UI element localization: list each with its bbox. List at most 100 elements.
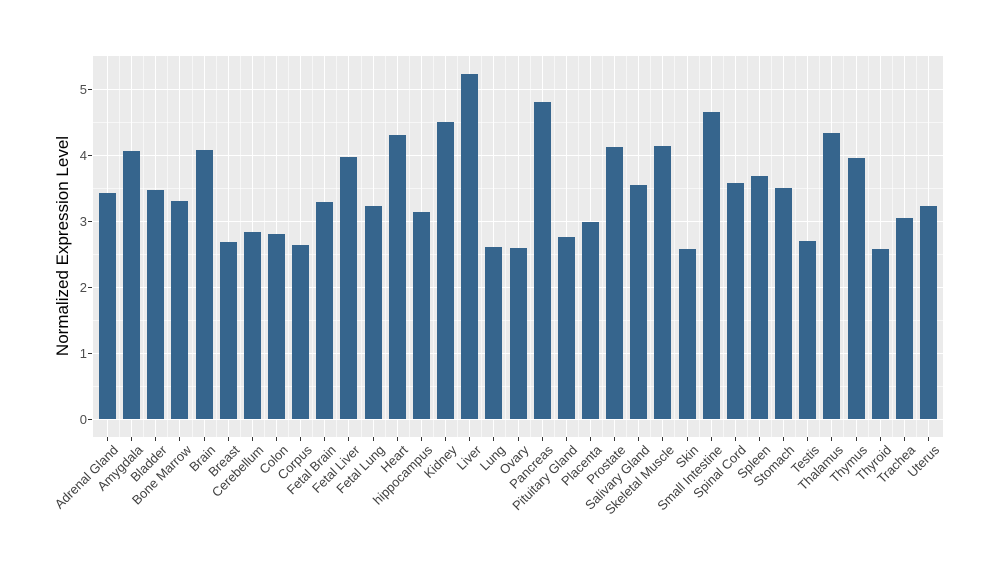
bar-pituitary-gland: [557, 236, 575, 419]
bar-thalamus: [823, 133, 841, 419]
bar-stomach: [775, 188, 793, 419]
y-tick-mark: [88, 353, 92, 354]
x-tick-mark: [614, 437, 616, 441]
gridline-minor-v: [843, 56, 845, 437]
x-tick-mark: [758, 437, 760, 441]
gridline-major-v: [517, 56, 519, 437]
y-axis-title: Normalized Expression Level: [53, 135, 72, 357]
x-tick-mark: [807, 437, 809, 441]
gridline-minor-v: [602, 56, 604, 437]
bar-uterus: [920, 205, 937, 419]
bar-cerebellum: [243, 232, 261, 419]
x-tick-mark: [710, 437, 712, 441]
bar-bladder: [147, 189, 165, 419]
x-tick-mark: [324, 437, 326, 441]
gridline-minor-v: [867, 56, 869, 437]
y-tick-label: 2: [79, 280, 87, 295]
gridline-minor-v: [336, 56, 338, 437]
bar-spinal-cord: [726, 182, 744, 419]
bar-placenta: [581, 222, 599, 419]
y-tick-mark: [88, 89, 92, 90]
x-tick-mark: [638, 437, 640, 441]
y-tick-label: 5: [79, 82, 87, 97]
plot-panel: [93, 56, 943, 437]
bar-heart: [388, 134, 406, 419]
bar-breast: [219, 242, 237, 419]
bar-corpus: [292, 245, 310, 419]
bar-thyroid: [871, 249, 889, 419]
bar-hippocampus: [412, 211, 430, 419]
x-tick-mark: [251, 437, 253, 441]
bar-thymus: [847, 157, 865, 419]
x-tick-label-liver: Liver: [453, 442, 484, 473]
gridline-minor-v: [722, 56, 724, 437]
x-tick-mark: [396, 437, 398, 441]
y-tick-label: 4: [79, 148, 87, 163]
gridline-minor-v: [529, 56, 531, 437]
x-tick-mark: [517, 437, 519, 441]
x-tick-mark: [227, 437, 229, 441]
gridline-minor-v: [215, 56, 217, 437]
x-tick-mark: [734, 437, 736, 441]
bar-testis: [799, 240, 817, 419]
gridline-minor-v: [746, 56, 748, 437]
gridline-major-v: [879, 56, 881, 437]
gridline-major-v: [493, 56, 495, 437]
x-tick-mark: [348, 437, 350, 441]
gridline-minor-v: [432, 56, 434, 437]
x-tick-mark: [469, 437, 471, 441]
bar-fetal-liver: [340, 156, 358, 419]
bar-bone-marrow: [171, 201, 189, 419]
x-tick-mark: [541, 437, 543, 441]
bar-salivary-gland: [630, 184, 648, 419]
gridline-minor-v: [553, 56, 555, 437]
x-tick-mark: [203, 437, 205, 441]
y-tick-label: 3: [79, 214, 87, 229]
bar-pancreas: [533, 102, 551, 419]
y-tick-mark: [88, 419, 92, 420]
bar-ovary: [509, 248, 527, 419]
bar-fetal-lung: [364, 205, 382, 419]
x-tick-mark: [372, 437, 374, 441]
bar-fetal-brain: [316, 201, 334, 419]
x-tick-mark: [276, 437, 278, 441]
x-tick-mark: [493, 437, 495, 441]
x-tick-mark: [879, 437, 881, 441]
x-tick-mark: [589, 437, 591, 441]
gridline-minor-v: [650, 56, 652, 437]
x-tick-mark: [831, 437, 833, 441]
x-tick-mark: [420, 437, 422, 441]
x-tick-mark: [300, 437, 302, 441]
gridline-minor-v: [626, 56, 628, 437]
y-tick-mark: [88, 221, 92, 222]
gridline-minor-v: [577, 56, 579, 437]
bar-amygdala: [123, 151, 141, 419]
gridline-major-v: [686, 56, 688, 437]
bar-skin: [678, 249, 696, 419]
bar-spleen: [750, 176, 768, 419]
y-tick-mark: [88, 287, 92, 288]
bar-trachea: [895, 218, 913, 419]
x-tick-mark: [686, 437, 688, 441]
x-tick-mark: [131, 437, 133, 441]
gridline-minor-v: [795, 56, 797, 437]
gridline-minor-v: [119, 56, 121, 437]
gridline-minor-v: [167, 56, 169, 437]
gridline-minor-v: [674, 56, 676, 437]
gridline-minor-v: [457, 56, 459, 437]
bar-liver: [461, 73, 479, 419]
x-tick-mark: [783, 437, 785, 441]
bar-brain: [195, 150, 213, 419]
gridline-minor-v: [481, 56, 483, 437]
y-tick-label: 0: [79, 412, 87, 427]
x-tick-mark: [928, 437, 929, 441]
x-tick-mark: [445, 437, 447, 441]
gridline-minor-v: [505, 56, 507, 437]
gridline-minor-v: [191, 56, 193, 437]
bar-kidney: [437, 122, 455, 419]
y-tick-label: 1: [79, 346, 87, 361]
x-tick-mark: [565, 437, 567, 441]
bar-small-intestine: [702, 112, 720, 419]
bar-prostate: [606, 147, 624, 419]
